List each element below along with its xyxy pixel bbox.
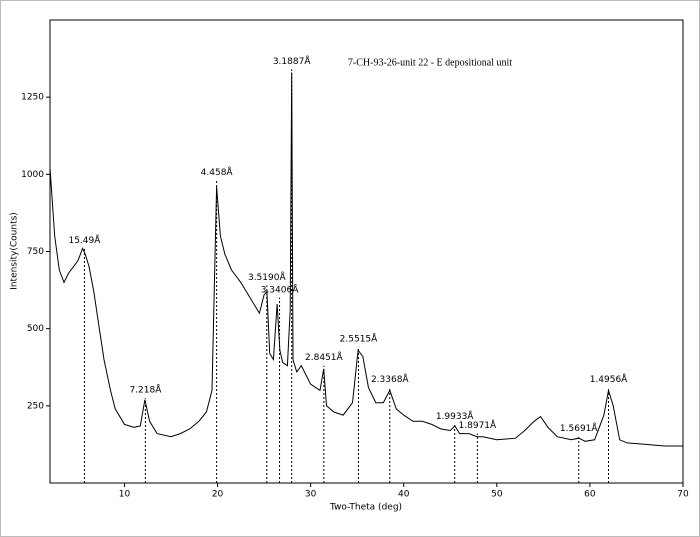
peak-label: 1.9933Å	[436, 410, 474, 422]
peak-label: 2.5515Å	[340, 333, 378, 345]
x-tick-label: 60	[584, 490, 596, 500]
peak-label: 2.8451Å	[305, 351, 343, 363]
y-tick-label: 250	[27, 401, 44, 411]
x-tick-label: 70	[677, 490, 689, 500]
y-tick-label: 1000	[21, 170, 44, 180]
peak-label: 3.3406Å	[261, 283, 299, 295]
peak-label: 1.4956Å	[590, 373, 628, 385]
peak-label: 3.1887Å	[273, 55, 311, 67]
x-tick-label: 10	[119, 490, 131, 500]
peak-label: 7.218Å	[129, 384, 162, 396]
y-axis-label: Intensity(Counts)	[10, 212, 20, 290]
pattern-line	[49, 72, 683, 447]
y-tick-label: 500	[27, 324, 44, 334]
y-tick-label: 750	[27, 247, 44, 257]
chart-title: 7-CH-93-26-unit 22 - E depositional unit	[348, 57, 512, 68]
peak-label: 1.5691Å	[560, 422, 598, 434]
x-tick-label: 50	[491, 490, 503, 500]
x-axis-label: Two-Theta (deg)	[329, 503, 402, 513]
y-tick-label: 1250	[21, 93, 44, 103]
x-tick-label: 40	[398, 490, 410, 500]
peak-label: 4.458Å	[201, 166, 234, 178]
x-tick-label: 20	[212, 490, 224, 500]
x-tick-label: 30	[305, 490, 317, 500]
peak-label: 15.49Å	[68, 234, 101, 246]
peak-label: 1.8971Å	[459, 419, 497, 431]
peak-label: 3.5190Å	[248, 271, 286, 283]
peak-label: 2.3368Å	[371, 373, 409, 385]
